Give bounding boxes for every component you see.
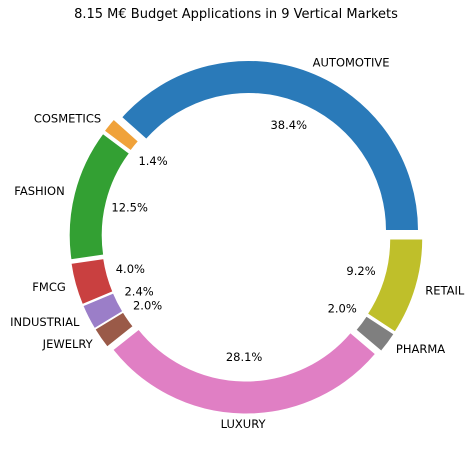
category-label-cosmetics: COSMETICS	[34, 112, 101, 126]
chart-slices	[68, 59, 424, 415]
category-label-retail: RETAIL	[425, 283, 465, 297]
slice-fmcg	[70, 258, 114, 306]
value-label-pharma: 2.0%	[328, 302, 357, 316]
slice-fashion	[68, 132, 131, 261]
slice-automotive	[120, 59, 419, 231]
slice-jewelry	[94, 311, 134, 348]
value-label-luxury: 28.1%	[226, 350, 263, 364]
chart-title: 8.15 M€ Budget Applications in 9 Vertica…	[74, 7, 398, 22]
slice-industrial	[82, 292, 124, 330]
category-label-automotive: AUTOMOTIVE	[313, 55, 390, 69]
chart-labels: 38.4% AUTOMOTIVE 1.4% COSMETICS 12.5% FASHION…	[10, 55, 465, 431]
value-label-automotive: 38.4%	[270, 118, 307, 132]
value-label-cosmetics: 1.4%	[138, 154, 167, 168]
value-label-industrial: 2.4%	[124, 284, 153, 298]
category-label-jewelry: JEWELRY	[42, 337, 94, 351]
slice-luxury	[112, 328, 377, 415]
category-label-fmcg: FMCG	[32, 280, 65, 294]
slice-retail	[366, 238, 424, 333]
category-label-industrial: INDUSTRIAL	[10, 315, 80, 329]
slice-pharma	[355, 315, 395, 352]
category-label-pharma: PHARMA	[396, 342, 445, 356]
value-label-jewelry: 2.0%	[133, 299, 162, 313]
category-label-luxury: LUXURY	[221, 417, 267, 431]
slice-cosmetics	[103, 118, 140, 152]
value-label-fmcg: 4.0%	[116, 262, 145, 276]
value-label-retail: 9.2%	[346, 264, 375, 278]
value-label-fashion: 12.5%	[111, 201, 148, 215]
category-label-fashion: FASHION	[14, 184, 64, 198]
